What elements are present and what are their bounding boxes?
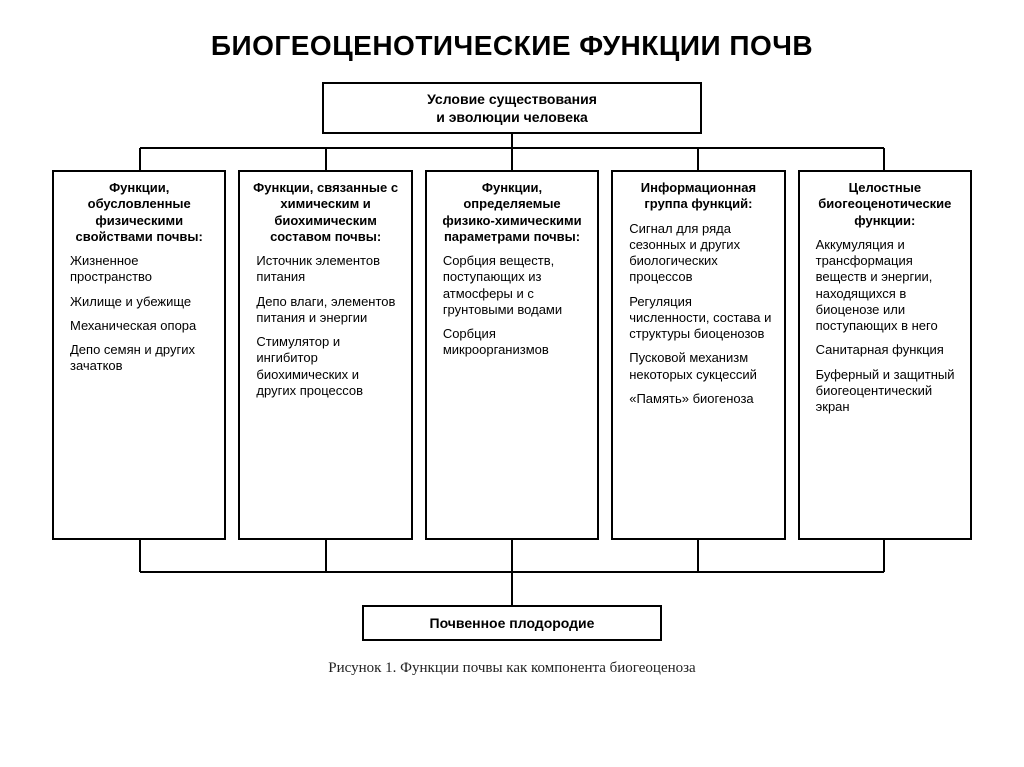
bottom-fertility-box: Почвенное плодородие xyxy=(362,605,662,641)
top-box-line1: Условие существования xyxy=(334,90,690,108)
column-item: Сигнал для ряда сезонных и других биолог… xyxy=(623,221,773,286)
column-item: Жизненное пространство xyxy=(64,253,214,286)
top-condition-box: Условие существования и эволюции человек… xyxy=(322,82,702,134)
column-heading: Информационная группа функций: xyxy=(623,180,773,213)
column-item: Депо влаги, элементов питания и энергии xyxy=(250,294,400,327)
page-title: БИОГЕОЦЕНОТИЧЕСКИЕ ФУНКЦИИ ПОЧВ xyxy=(0,0,1024,74)
column-heading: Функции, обусловленные физическими свойс… xyxy=(64,180,214,245)
column-holistic: Целостные биогеоценотические функции: Ак… xyxy=(798,170,972,540)
column-item: Санитарная функция xyxy=(810,342,960,358)
column-item: Аккумуляция и трансформация веществ и эн… xyxy=(810,237,960,335)
column-item: Сорбция веществ, поступающих из атмосфер… xyxy=(437,253,587,318)
column-item: Сорбция микроорганизмов xyxy=(437,326,587,359)
column-physical: Функции, обусловленные физическими свойс… xyxy=(52,170,226,540)
column-item: Буферный и защитный биогеоцентический эк… xyxy=(810,367,960,416)
column-item: «Память» биогеноза xyxy=(623,391,773,407)
column-heading: Функции, определяемые физико-химическими… xyxy=(437,180,587,245)
column-item: Стимулятор и ингибитор биохимических и д… xyxy=(250,334,400,399)
column-item: Регуляция численности, состава и структу… xyxy=(623,294,773,343)
column-item: Механическая опора xyxy=(64,318,214,334)
column-informational: Информационная группа функций: Сигнал дл… xyxy=(611,170,785,540)
figure-caption: Рисунок 1. Функции почвы как компонента … xyxy=(0,660,1024,677)
column-item: Жилище и убежище xyxy=(64,294,214,310)
column-physicochemical: Функции, определяемые физико-химическими… xyxy=(425,170,599,540)
column-heading: Функции, связанные с химическим и биохим… xyxy=(250,180,400,245)
top-box-line2: и эволюции человека xyxy=(334,108,690,126)
column-item: Источник элементов питания xyxy=(250,253,400,286)
column-item: Депо семян и других зачатков xyxy=(64,342,214,375)
column-item: Пусковой механизм некоторых сукцессий xyxy=(623,350,773,383)
columns-row: Функции, обусловленные физическими свойс… xyxy=(52,170,972,540)
column-heading: Целостные биогеоценотические функции: xyxy=(810,180,960,229)
column-chemical: Функции, связанные с химическим и биохим… xyxy=(238,170,412,540)
